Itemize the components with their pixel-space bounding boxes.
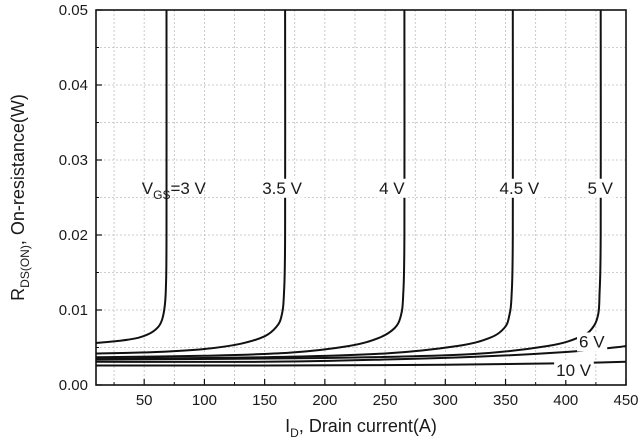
x-tick-label: 150: [252, 392, 277, 409]
curve-label: 6 V: [579, 333, 605, 352]
curve-labels: VGS=3 V 3.5 V 4 V 4.5 V 5 V 6 V 10 V: [142, 178, 616, 380]
x-tick-label: 400: [553, 392, 578, 409]
x-tick-label: 200: [312, 392, 337, 409]
x-axis-title-rest: , Drain current(A): [299, 416, 437, 436]
y-tick-label: 0.03: [59, 152, 88, 169]
series-line-2: [95, 9, 287, 355]
y-tick-label: 0.04: [59, 77, 88, 94]
curve-label: VGS=3 V: [142, 179, 207, 202]
x-axis-title: ID, Drain current(A): [285, 416, 437, 440]
curve-label: 4.5 V: [500, 179, 540, 198]
x-tick-label: 350: [493, 392, 518, 409]
y-axis-title-sub: DS(ON): [18, 245, 32, 288]
curve-label-background: [577, 332, 608, 352]
x-tick-label: 50: [136, 392, 153, 409]
y-tick-label: 0.02: [59, 227, 88, 244]
y-tick-label: 0.00: [59, 377, 88, 394]
curve-label-background: [554, 361, 594, 380]
curve-label-background: [585, 178, 616, 198]
curve-label: 3.5 V: [262, 179, 302, 198]
series-line-4: [95, 9, 514, 360]
y-tick-label: 0.01: [59, 302, 88, 319]
series-line-1: [95, 9, 168, 344]
series-line-6: [95, 345, 627, 363]
x-tick-label: 300: [433, 392, 458, 409]
y-axis-title: RDS(ON), On-resistance(W): [8, 94, 32, 301]
series-line-3: [95, 9, 406, 359]
axis-ticks: 50 100 150 200 250 300 350 400 450 0.00 0.01 0.02 0.…: [59, 2, 639, 409]
x-axis-title-main: I: [285, 416, 290, 436]
y-axis-title-rest: , On-resistance(W): [8, 94, 28, 245]
y-axis-title-main: R: [8, 288, 28, 301]
x-axis-title-sub: D: [290, 426, 299, 440]
curve-label-background: [260, 178, 305, 198]
curve-label: 10 V: [556, 361, 592, 380]
curve-label-background: [497, 178, 542, 198]
x-tick-label: 250: [373, 392, 398, 409]
curve-label-background: [377, 178, 408, 198]
curve-label: 4 V: [379, 179, 405, 198]
y-tick-label: 0.05: [59, 2, 88, 19]
x-tick-label: 100: [192, 392, 217, 409]
x-tick-label: 450: [613, 392, 638, 409]
curve-label: 5 V: [587, 179, 613, 198]
